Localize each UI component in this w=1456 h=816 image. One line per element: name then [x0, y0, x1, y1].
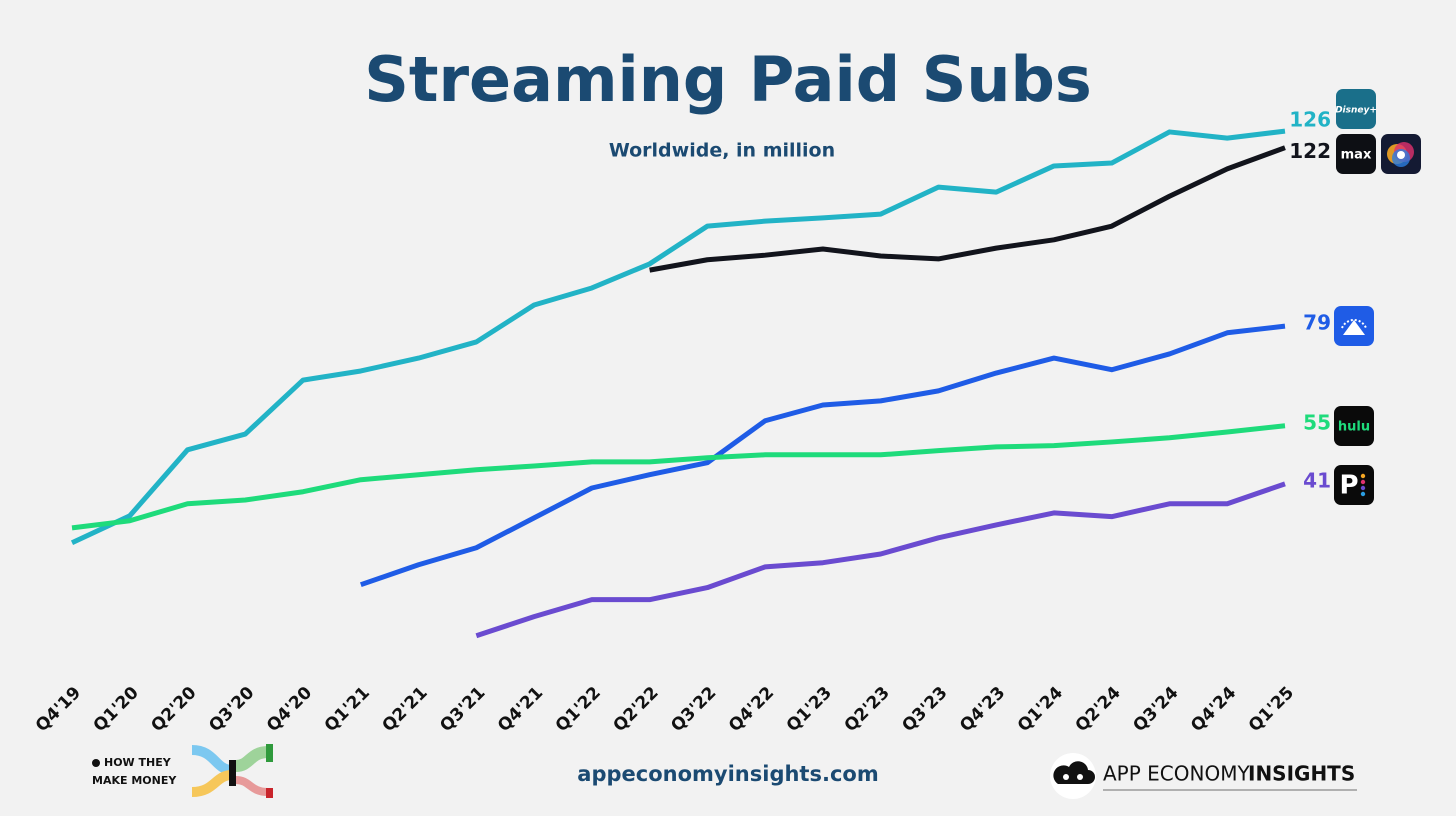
footer-left-text: HOW THEY	[104, 756, 172, 769]
footer-url: appeconomyinsights.com	[577, 762, 878, 786]
chart-title: Streaming Paid Subs	[364, 43, 1092, 116]
end-value-label: 122	[1289, 139, 1331, 163]
series-line	[475, 481, 1286, 639]
icon-dot	[1360, 479, 1366, 485]
icon-label: P	[1339, 471, 1358, 501]
brand-icon: P	[1334, 465, 1374, 505]
brand-icon: hulu	[1334, 406, 1374, 446]
icon-background	[1336, 89, 1376, 129]
series-line	[649, 145, 1286, 273]
icon-mountain	[1343, 320, 1365, 335]
footer-right-text: INSIGHTS	[1248, 762, 1355, 786]
icon-dot	[1360, 491, 1366, 497]
icon-label: hulu	[1338, 420, 1370, 435]
footer-right-text: APP ECONOMY	[1103, 762, 1250, 786]
footer-left-logo: HOW THEY MAKE MONEY	[92, 744, 273, 798]
brand-icon: max	[1336, 134, 1376, 174]
brand-icon	[1334, 306, 1374, 346]
discovery-icon	[1381, 134, 1421, 174]
icon-label: Disney+	[1335, 106, 1377, 116]
icon-label: max	[1341, 148, 1372, 163]
brand-icon: Disney+	[1335, 89, 1377, 129]
icon-background	[1336, 134, 1376, 174]
chart-subtitle: Worldwide, in million	[609, 140, 835, 162]
series-line	[359, 323, 1286, 588]
end-value-label: 55	[1303, 410, 1331, 434]
series-line	[71, 423, 1286, 531]
icon-dot	[1360, 473, 1366, 479]
series-line	[70, 128, 1286, 546]
icon-dot	[1360, 485, 1366, 491]
end-value-label: 79	[1303, 311, 1331, 335]
end-value-label: 41	[1303, 468, 1331, 492]
footer-right-logo: APP ECONOMY INSIGHTS	[1050, 753, 1357, 799]
icon-background	[1334, 406, 1374, 446]
footer-left-text: MAKE MONEY	[92, 774, 177, 787]
end-value-label: 126	[1289, 108, 1331, 132]
